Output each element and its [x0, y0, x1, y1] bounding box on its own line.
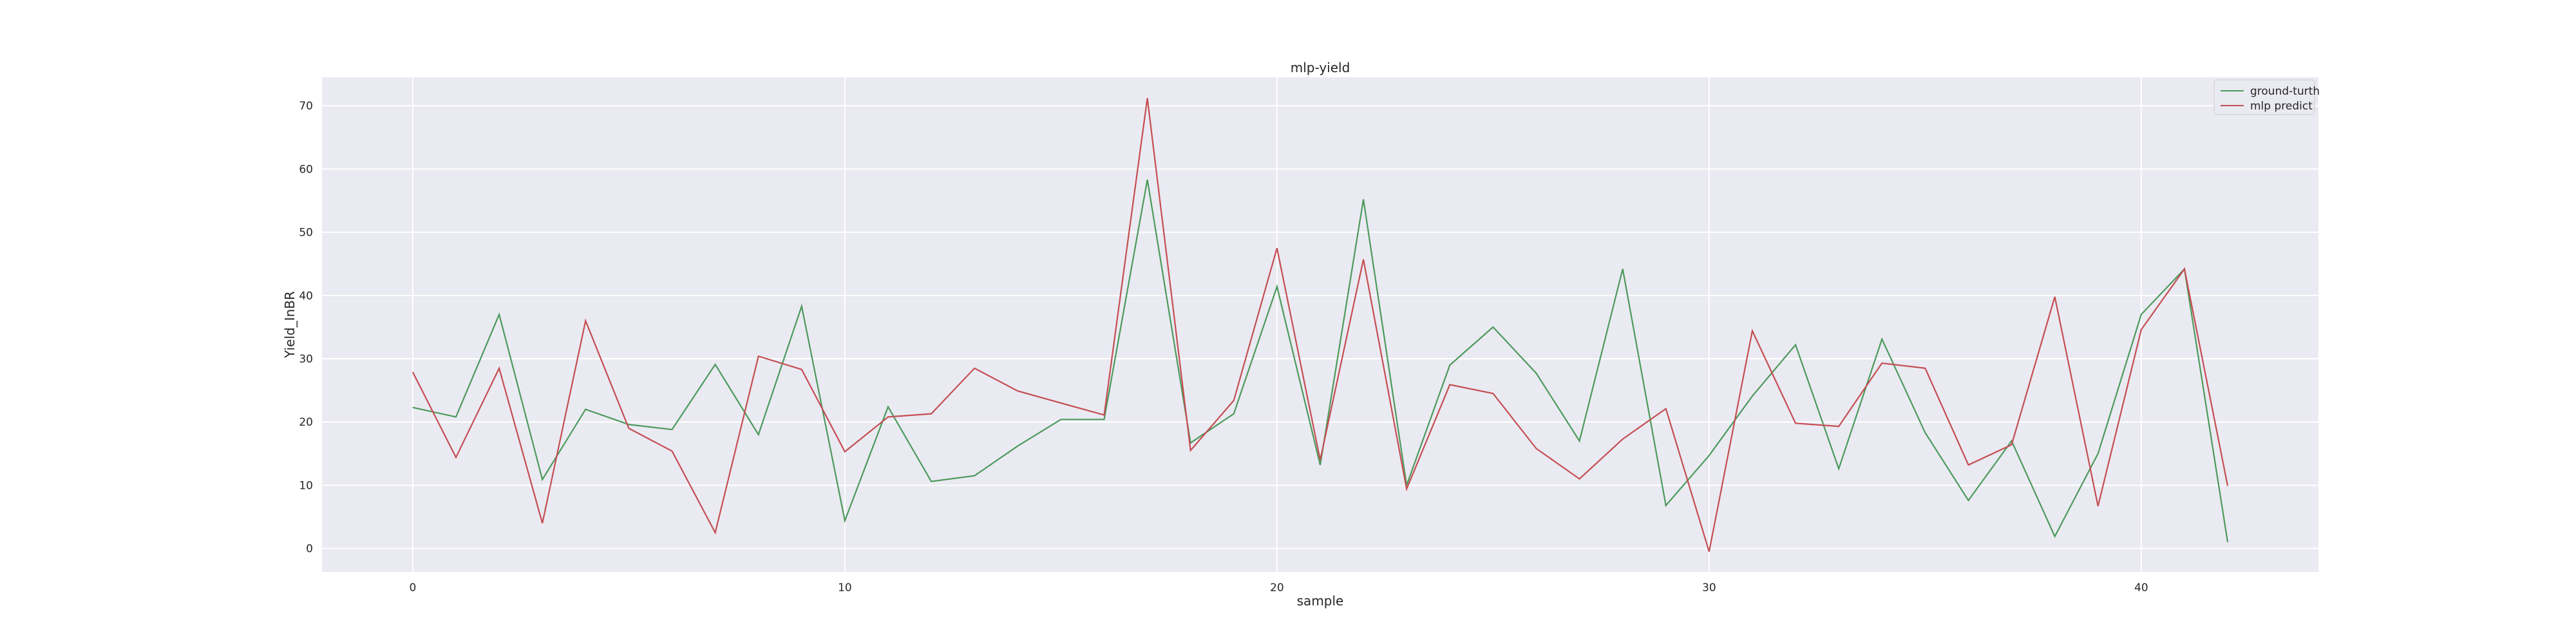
y-tick-labels: 0 10 20 30 40 50 60 70	[299, 100, 313, 555]
chart-title: mlp-yield	[1291, 60, 1350, 75]
x-tick-label: 30	[1702, 582, 1716, 594]
x-tick-label: 40	[2134, 582, 2148, 594]
legend-label-mlp-predict: mlp predict	[2250, 100, 2313, 113]
y-tick-label: 50	[299, 227, 313, 240]
y-tick-label: 10	[299, 479, 313, 492]
y-tick-label: 20	[299, 416, 313, 429]
plot-background	[322, 77, 2318, 572]
x-tick-label: 10	[838, 582, 852, 594]
x-tick-labels: 0 10 20 30 40	[409, 582, 2148, 594]
legend: ground-turth mlp predict	[2213, 79, 2320, 115]
y-tick-label: 40	[299, 290, 313, 303]
legend-label-ground-turth: ground-turth	[2250, 85, 2320, 98]
y-tick-label: 70	[299, 100, 313, 113]
x-tick-label: 20	[1270, 582, 1284, 594]
y-axis-title: Yield_InBR	[282, 291, 298, 359]
x-tick-label: 0	[409, 582, 416, 594]
y-tick-label: 0	[306, 543, 313, 556]
grid-lines	[322, 77, 2318, 572]
series-line-mlp-predict	[412, 98, 2229, 552]
y-tick-label: 60	[299, 163, 313, 176]
y-tick-label: 30	[299, 353, 313, 366]
x-axis-title: sample	[1297, 593, 1344, 609]
series-layer	[412, 98, 2229, 552]
series-line-ground-turth	[412, 179, 2229, 542]
